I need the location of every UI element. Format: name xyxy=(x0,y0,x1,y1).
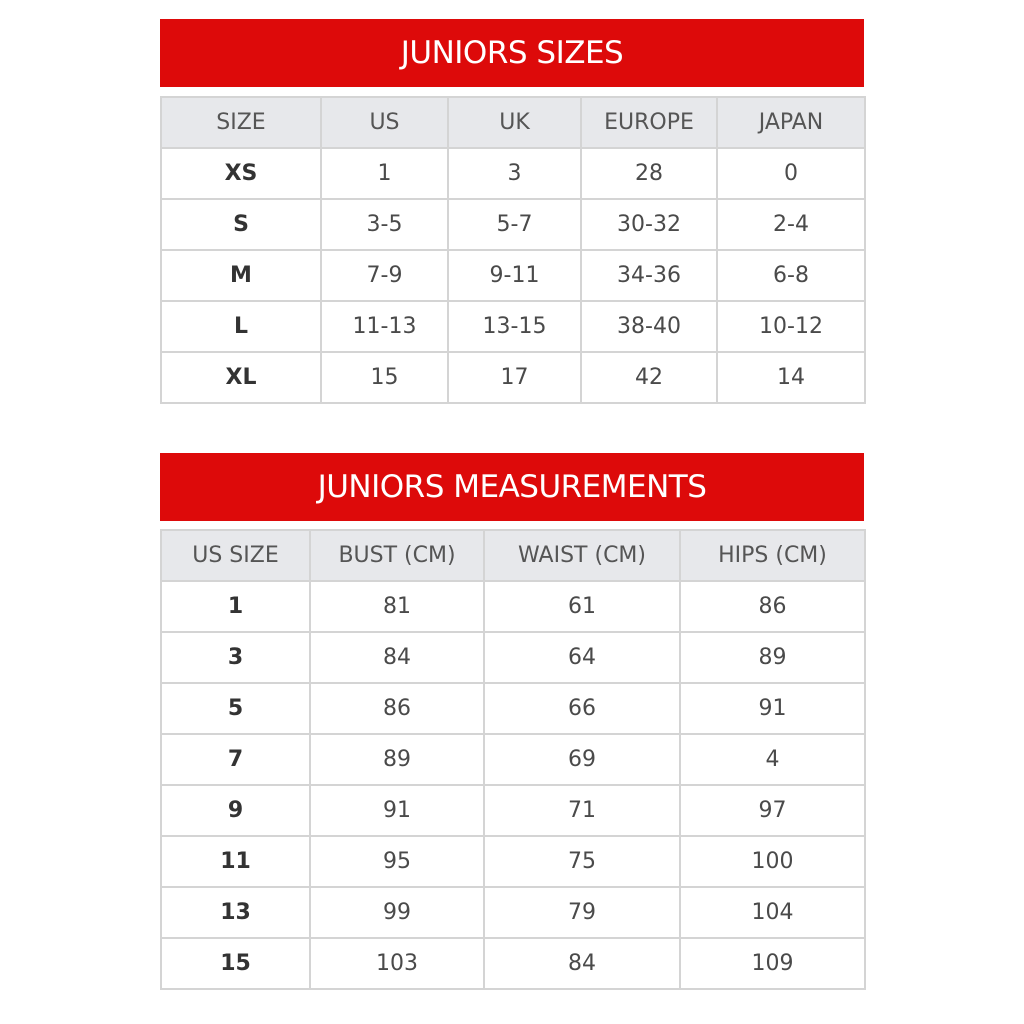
table-row: 15 103 84 109 xyxy=(160,937,866,990)
table-cell: 79 xyxy=(483,886,681,939)
table-cell: 11-13 xyxy=(320,300,449,353)
column-header: WAIST (CM) xyxy=(483,529,681,582)
row-label-cell: 3 xyxy=(160,631,311,684)
table-cell: 84 xyxy=(483,937,681,990)
header-row: US SIZE BUST (CM) WAIST (CM) HIPS (CM) xyxy=(160,529,866,582)
table-row: XS 1 3 28 0 xyxy=(160,147,866,200)
row-label-cell: L xyxy=(160,300,322,353)
table-row: 13 99 79 104 xyxy=(160,886,866,939)
table-row: XL 15 17 42 14 xyxy=(160,351,866,404)
column-header: US SIZE xyxy=(160,529,311,582)
juniors-measurements-table: US SIZE BUST (CM) WAIST (CM) HIPS (CM) 1 81 61… xyxy=(160,529,866,990)
measurements-title-banner: JUNIORS MEASUREMENTS xyxy=(160,453,864,521)
header-row: SIZE US UK EUROPE JAPAN xyxy=(160,96,866,149)
table-cell: 28 xyxy=(580,147,718,200)
table-row: 1 81 61 86 xyxy=(160,580,866,633)
table-cell: 30-32 xyxy=(580,198,718,251)
row-label-cell: M xyxy=(160,249,322,302)
column-header: SIZE xyxy=(160,96,322,149)
table-row: 11 95 75 100 xyxy=(160,835,866,888)
table-cell: 95 xyxy=(309,835,485,888)
row-label-cell: 11 xyxy=(160,835,311,888)
row-label-cell: 15 xyxy=(160,937,311,990)
table-row: S 3-5 5-7 30-32 2-4 xyxy=(160,198,866,251)
table-cell: 1 xyxy=(320,147,449,200)
table-cell: 3-5 xyxy=(320,198,449,251)
table-cell: 9-11 xyxy=(447,249,582,302)
column-header: JAPAN xyxy=(716,96,866,149)
table-cell: 103 xyxy=(309,937,485,990)
table-row: 5 86 66 91 xyxy=(160,682,866,735)
column-header: UK xyxy=(447,96,582,149)
table-cell: 61 xyxy=(483,580,681,633)
table-cell: 99 xyxy=(309,886,485,939)
table-cell: 7-9 xyxy=(320,249,449,302)
table-cell: 66 xyxy=(483,682,681,735)
sizes-title-banner: JUNIORS SIZES xyxy=(160,19,864,87)
column-header: BUST (CM) xyxy=(309,529,485,582)
column-header: HIPS (CM) xyxy=(679,529,866,582)
table-cell: 0 xyxy=(716,147,866,200)
table-cell: 14 xyxy=(716,351,866,404)
table-cell: 13-15 xyxy=(447,300,582,353)
table-cell: 15 xyxy=(320,351,449,404)
row-label-cell: XS xyxy=(160,147,322,200)
table-cell: 91 xyxy=(309,784,485,837)
table-cell: 34-36 xyxy=(580,249,718,302)
row-label-cell: S xyxy=(160,198,322,251)
table-cell: 86 xyxy=(679,580,866,633)
row-label-cell: 5 xyxy=(160,682,311,735)
table-cell: 38-40 xyxy=(580,300,718,353)
table-row: M 7-9 9-11 34-36 6-8 xyxy=(160,249,866,302)
table-cell: 89 xyxy=(679,631,866,684)
table-cell: 81 xyxy=(309,580,485,633)
juniors-sizes-table: SIZE US UK EUROPE JAPAN XS 1 3 28 0 S 3-5 5-7 30-32 2-… xyxy=(160,96,866,404)
table-cell: 100 xyxy=(679,835,866,888)
column-header: EUROPE xyxy=(580,96,718,149)
table-cell: 42 xyxy=(580,351,718,404)
row-label-cell: XL xyxy=(160,351,322,404)
table-cell: 91 xyxy=(679,682,866,735)
table-cell: 109 xyxy=(679,937,866,990)
row-label-cell: 13 xyxy=(160,886,311,939)
table-row: 3 84 64 89 xyxy=(160,631,866,684)
row-label-cell: 1 xyxy=(160,580,311,633)
table-cell: 4 xyxy=(679,733,866,786)
table-row: 7 89 69 4 xyxy=(160,733,866,786)
table-cell: 84 xyxy=(309,631,485,684)
table-row: L 11-13 13-15 38-40 10-12 xyxy=(160,300,866,353)
table-cell: 89 xyxy=(309,733,485,786)
table-cell: 97 xyxy=(679,784,866,837)
table-cell: 104 xyxy=(679,886,866,939)
table-cell: 86 xyxy=(309,682,485,735)
table-cell: 69 xyxy=(483,733,681,786)
table-cell: 17 xyxy=(447,351,582,404)
table-cell: 64 xyxy=(483,631,681,684)
row-label-cell: 7 xyxy=(160,733,311,786)
table-cell: 75 xyxy=(483,835,681,888)
column-header: US xyxy=(320,96,449,149)
table-cell: 5-7 xyxy=(447,198,582,251)
table-cell: 2-4 xyxy=(716,198,866,251)
table-cell: 3 xyxy=(447,147,582,200)
table-row: 9 91 71 97 xyxy=(160,784,866,837)
table-cell: 71 xyxy=(483,784,681,837)
table-cell: 6-8 xyxy=(716,249,866,302)
row-label-cell: 9 xyxy=(160,784,311,837)
table-cell: 10-12 xyxy=(716,300,866,353)
